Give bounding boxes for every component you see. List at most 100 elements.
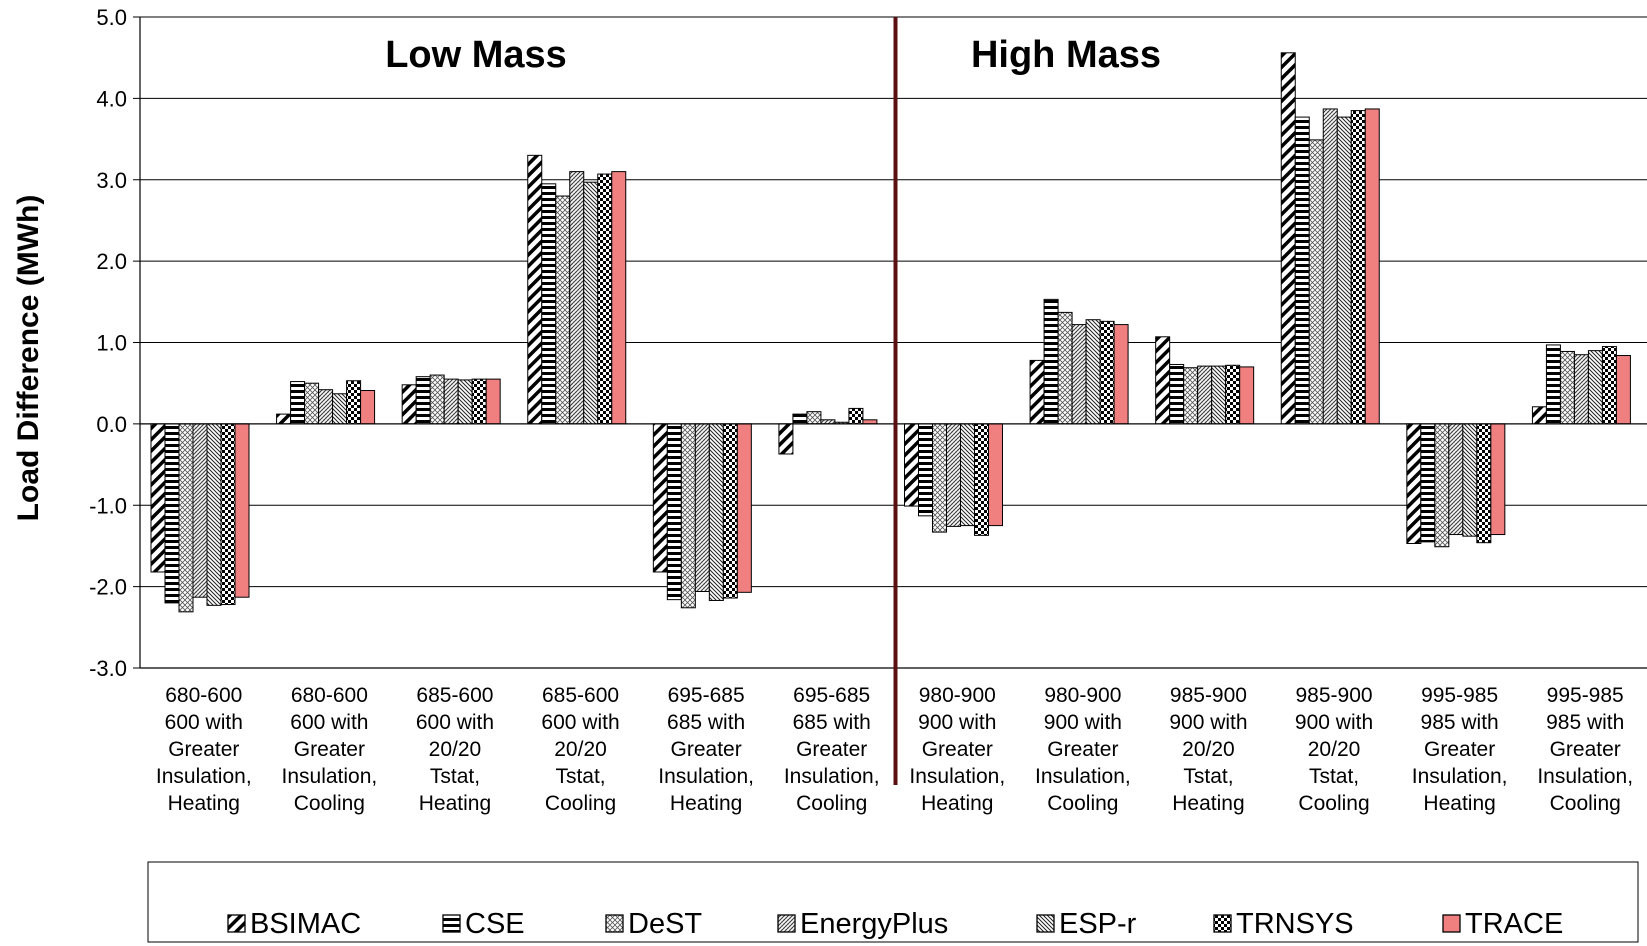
x-category-label: Heating xyxy=(419,792,491,815)
bar-trnsys-4 xyxy=(722,423,738,599)
bar-esp-r-3 xyxy=(583,181,599,425)
bar-bsimac-0 xyxy=(150,423,166,573)
legend-label-trace: TRACE xyxy=(1465,908,1563,940)
bar-esp-r-7 xyxy=(1085,319,1101,425)
x-category-label: Cooling xyxy=(1298,792,1369,815)
y-tick-label: -1.0 xyxy=(89,493,127,518)
x-category-label: Greater xyxy=(796,738,867,761)
bar-dest-11 xyxy=(1559,350,1575,425)
bar-energyplus-11 xyxy=(1573,354,1589,425)
x-category-label: Heating xyxy=(921,792,993,815)
x-category-label: 600 with xyxy=(541,711,619,734)
bar-bsimac-6 xyxy=(904,423,919,507)
bar-trnsys-2 xyxy=(471,378,487,425)
bar-bsimac-8 xyxy=(1155,336,1171,425)
bar-trnsys-8 xyxy=(1225,364,1241,425)
bar-dest-1 xyxy=(304,382,320,425)
x-category-label: 995-985 xyxy=(1547,684,1624,707)
bar-trnsys-3 xyxy=(597,173,613,425)
bar-dest-0 xyxy=(178,423,194,613)
x-category-label: 600 with xyxy=(165,711,243,734)
x-category-label: Greater xyxy=(922,738,993,761)
x-category-label: Greater xyxy=(1424,738,1495,761)
x-category-label: 985-900 xyxy=(1170,684,1247,707)
bar-energyplus-9 xyxy=(1322,108,1338,425)
bar-trace-10 xyxy=(1490,423,1506,536)
x-category-label: Tstat, xyxy=(555,765,605,788)
y-tick-label: 1.0 xyxy=(96,331,127,356)
legend-label-trnsys: TRNSYS xyxy=(1236,908,1354,940)
y-axis-label: Load Difference (MWh) xyxy=(12,195,45,522)
bar-cse-8 xyxy=(1169,363,1185,425)
bar-energyplus-6 xyxy=(946,423,961,527)
bar-trnsys-9 xyxy=(1350,110,1366,425)
bar-esp-r-1 xyxy=(332,393,348,425)
bar-energyplus-5 xyxy=(820,419,836,425)
x-category-label: Greater xyxy=(168,738,239,761)
x-category-label: Insulation, xyxy=(1412,765,1508,788)
x-category-label: 685 with xyxy=(793,711,871,734)
x-category-label: Cooling xyxy=(796,792,867,815)
bar-bsimac-5 xyxy=(778,423,794,455)
x-category-label: Greater xyxy=(1047,738,1118,761)
x-category-label: 685 with xyxy=(667,711,745,734)
bar-trace-6 xyxy=(988,423,1003,527)
bar-cse-1 xyxy=(290,381,306,425)
legend-swatch-trnsys xyxy=(1213,914,1232,933)
legend-box xyxy=(147,861,1639,943)
y-tick-label: 4.0 xyxy=(96,86,127,111)
bar-bsimac-3 xyxy=(527,154,543,425)
x-category-label: Insulation, xyxy=(1537,765,1633,788)
axes xyxy=(139,16,1647,785)
bar-esp-r-2 xyxy=(457,379,473,425)
x-category-label: 995-985 xyxy=(1421,684,1498,707)
bar-cse-3 xyxy=(541,183,557,425)
bar-energyplus-4 xyxy=(694,423,710,593)
bar-esp-r-6 xyxy=(960,423,975,527)
x-category-label: Insulation, xyxy=(658,765,754,788)
bar-energyplus-0 xyxy=(192,423,208,598)
bar-cse-7 xyxy=(1043,298,1059,425)
x-category-label: Insulation, xyxy=(909,765,1005,788)
x-category-label: 20/20 xyxy=(1308,738,1361,761)
bar-dest-8 xyxy=(1183,367,1199,425)
x-category-label: 985 with xyxy=(1421,711,1499,734)
bar-trace-4 xyxy=(736,423,752,593)
x-category-label: Insulation, xyxy=(1035,765,1131,788)
bar-dest-7 xyxy=(1057,311,1073,425)
bar-bsimac-10 xyxy=(1406,423,1422,544)
x-category-label: 685-600 xyxy=(416,684,493,707)
x-category-label: 600 with xyxy=(290,711,368,734)
y-tick-label: 3.0 xyxy=(96,168,127,193)
gridlines xyxy=(133,16,1647,669)
bar-trace-5 xyxy=(862,419,878,425)
bar-energyplus-3 xyxy=(569,171,585,425)
x-category-label: Insulation, xyxy=(282,765,378,788)
x-category-label: 20/20 xyxy=(1182,738,1235,761)
legend: BSIMAC CSE DeST EnergyPlus ESP-r TRNSYS TRACE xyxy=(147,861,1639,943)
bar-dest-4 xyxy=(680,423,696,609)
x-category-label: Greater xyxy=(1550,738,1621,761)
legend-swatch-bsimac xyxy=(227,914,246,933)
bar-esp-r-10 xyxy=(1462,423,1478,537)
bar-trnsys-1 xyxy=(346,380,362,425)
x-category-label: Cooling xyxy=(1047,792,1118,815)
bar-esp-r-9 xyxy=(1336,116,1352,425)
legend-label-energyplus: EnergyPlus xyxy=(800,908,948,940)
bar-energyplus-8 xyxy=(1197,365,1213,425)
bar-bsimac-7 xyxy=(1029,359,1045,425)
x-category-label: 900 with xyxy=(1295,711,1373,734)
y-tick-label: -2.0 xyxy=(89,575,127,600)
legend-swatch-cse xyxy=(442,914,461,933)
bar-cse-6 xyxy=(918,423,933,517)
y-tick-label: 5.0 xyxy=(96,5,127,30)
x-category-label: Heating xyxy=(1423,792,1495,815)
bar-trace-1 xyxy=(360,390,376,425)
x-category-label: 20/20 xyxy=(429,738,482,761)
x-category-label: Cooling xyxy=(545,792,616,815)
bar-trnsys-6 xyxy=(974,423,989,536)
legend-label-bsimac: BSIMAC xyxy=(250,908,361,940)
y-tick-label: 0.0 xyxy=(96,412,127,437)
x-category-label: Cooling xyxy=(1550,792,1621,815)
